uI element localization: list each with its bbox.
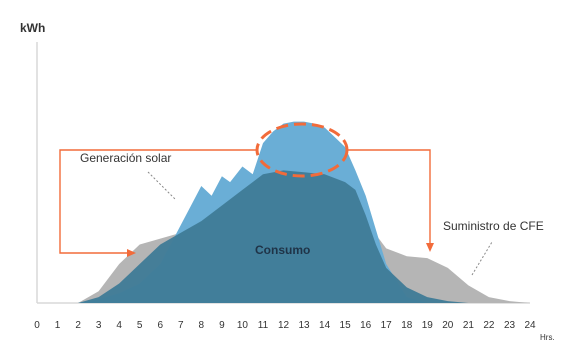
x-tick-label-8: 8 bbox=[199, 320, 205, 331]
left-arrow-head bbox=[127, 249, 136, 257]
x-tick-label-23: 23 bbox=[504, 320, 516, 331]
consumption-area bbox=[78, 170, 489, 303]
x-tick-label-16: 16 bbox=[360, 320, 372, 331]
supply-leader-line bbox=[471, 241, 493, 276]
y-axis-label: kWh bbox=[20, 21, 45, 35]
x-tick-label-5: 5 bbox=[137, 320, 143, 331]
surplus-ellipse bbox=[255, 122, 349, 178]
right-arrow-head bbox=[426, 243, 434, 252]
x-tick-label-3: 3 bbox=[96, 320, 102, 331]
x-tick-label-15: 15 bbox=[340, 320, 352, 331]
x-tick-label-18: 18 bbox=[401, 320, 413, 331]
x-tick-label-7: 7 bbox=[178, 320, 184, 331]
right-bracket-arrow bbox=[348, 149, 431, 244]
x-tick-label-9: 9 bbox=[219, 320, 225, 331]
left-bracket-arrow bbox=[59, 149, 258, 254]
x-tick-label-1: 1 bbox=[55, 320, 61, 331]
x-tick-label-22: 22 bbox=[483, 320, 495, 331]
x-tick-label-14: 14 bbox=[319, 320, 331, 331]
x-tick-label-10: 10 bbox=[237, 320, 249, 331]
x-tick-label-17: 17 bbox=[381, 320, 393, 331]
annotation-layer: Generación solar Consumo Suministro de C… bbox=[59, 122, 544, 276]
solar-leader-line bbox=[147, 171, 177, 201]
solar-label: Generación solar bbox=[80, 151, 171, 165]
x-tick-labels: 0 1 2 3 4 5 6 7 8 9 10 11 12 13 14 15 16 17 18 19 20 21 22 23 24 bbox=[34, 320, 536, 331]
x-tick-label-6: 6 bbox=[158, 320, 164, 331]
x-tick-label-19: 19 bbox=[422, 320, 434, 331]
x-tick-label-24: 24 bbox=[524, 320, 536, 331]
consumption-label: Consumo bbox=[255, 243, 310, 257]
x-tick-label-4: 4 bbox=[116, 320, 122, 331]
x-tick-label-11: 11 bbox=[258, 320, 269, 331]
x-tick-label-2: 2 bbox=[75, 320, 81, 331]
x-tick-label-13: 13 bbox=[298, 320, 310, 331]
x-axis-label: Hrs. bbox=[540, 333, 555, 342]
x-tick-label-20: 20 bbox=[442, 320, 454, 331]
x-tick-label-21: 21 bbox=[463, 320, 475, 331]
supply-label: Suministro de CFE bbox=[443, 219, 544, 233]
x-tick-label-0: 0 bbox=[34, 320, 40, 331]
x-tick-label-12: 12 bbox=[278, 320, 290, 331]
